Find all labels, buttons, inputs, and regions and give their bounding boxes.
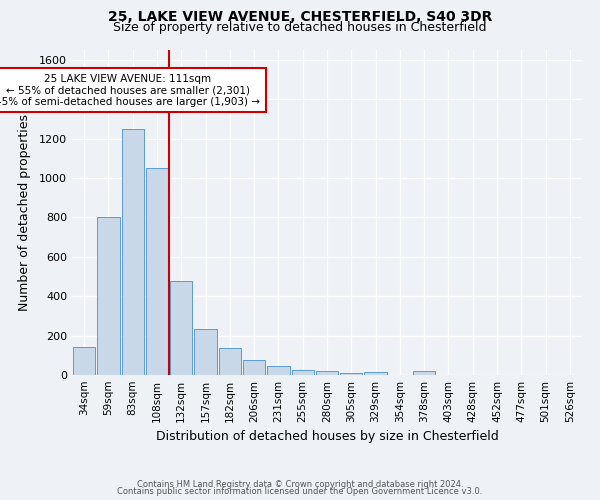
Text: 25, LAKE VIEW AVENUE, CHESTERFIELD, S40 3DR: 25, LAKE VIEW AVENUE, CHESTERFIELD, S40 … (108, 10, 492, 24)
Bar (292, 370, 314, 375)
Bar (340, 373, 362, 375)
Bar (364, 372, 387, 375)
Bar (413, 371, 436, 375)
Text: Contains HM Land Registry data © Crown copyright and database right 2024.: Contains HM Land Registry data © Crown c… (137, 480, 463, 489)
X-axis label: Distribution of detached houses by size in Chesterfield: Distribution of detached houses by size … (155, 430, 499, 444)
Bar (146, 168, 168, 375)
Bar (122, 129, 144, 375)
Bar (194, 328, 217, 375)
Bar (218, 348, 241, 375)
Y-axis label: Number of detached properties: Number of detached properties (17, 114, 31, 311)
Bar (97, 218, 119, 375)
Bar (243, 360, 265, 375)
Text: Contains public sector information licensed under the Open Government Licence v3: Contains public sector information licen… (118, 487, 482, 496)
Bar (316, 371, 338, 375)
Bar (170, 282, 193, 375)
Bar (73, 348, 95, 375)
Text: 25 LAKE VIEW AVENUE: 111sqm
← 55% of detached houses are smaller (2,301)
45% of : 25 LAKE VIEW AVENUE: 111sqm ← 55% of det… (0, 74, 260, 107)
Bar (267, 366, 290, 375)
Text: Size of property relative to detached houses in Chesterfield: Size of property relative to detached ho… (113, 21, 487, 34)
